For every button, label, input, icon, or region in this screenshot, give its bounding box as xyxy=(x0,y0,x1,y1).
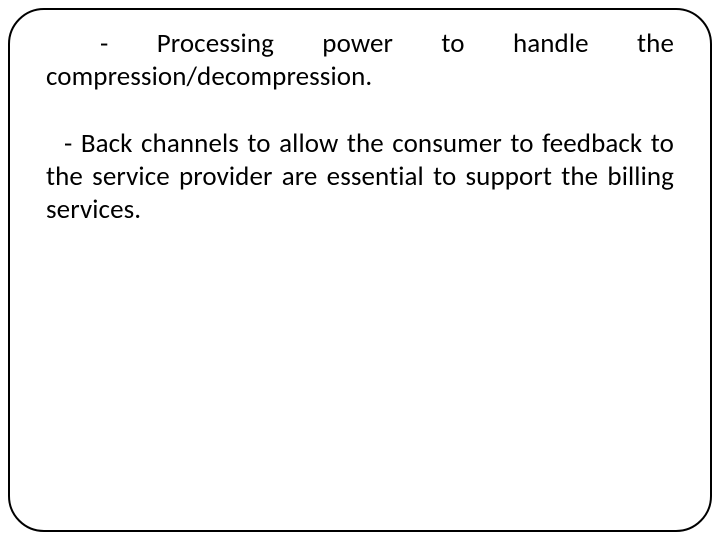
slide-frame: - Processing power to handle the compres… xyxy=(8,8,712,532)
bullet-paragraph-2: - Back channels to allow the consumer to… xyxy=(46,128,674,227)
bullet-paragraph-1: - Processing power to handle the compres… xyxy=(46,28,674,94)
